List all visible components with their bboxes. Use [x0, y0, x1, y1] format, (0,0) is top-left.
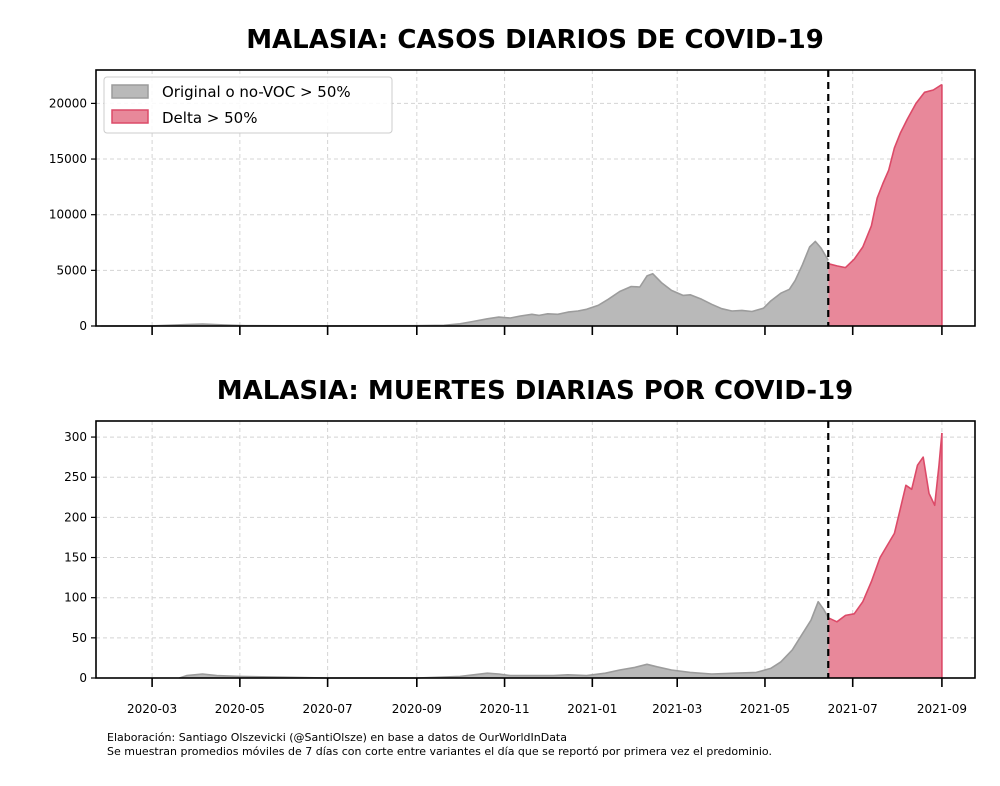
deaths-ytick-label: 200	[64, 510, 87, 524]
deaths-line-delta	[827, 432, 943, 623]
methodology-note: Se muestran promedios móviles de 7 días …	[107, 745, 772, 758]
legend-swatch-original	[111, 84, 149, 99]
cases-area-original	[100, 241, 829, 326]
legend-box	[103, 76, 393, 134]
cases-area-delta	[828, 84, 942, 326]
deaths-area-original	[179, 601, 829, 678]
cases-plot-frame	[95, 69, 976, 327]
cases-x-axis	[151, 326, 943, 335]
deaths-xtick-label: 2020-07	[303, 702, 353, 716]
deaths-xtick-label: 2020-11	[479, 702, 529, 716]
legend-label-original: Original o no-VOC > 50%	[162, 83, 351, 101]
legend-label-delta: Delta > 50%	[162, 109, 257, 127]
deaths-ytick-label: 150	[64, 551, 87, 565]
deaths-xtick-label: 2020-09	[392, 702, 442, 716]
cases-chart-panel: 0 5000 10000 15000 20000 MALASIA: CASOS DIAR…	[49, 25, 976, 335]
credit-line: Elaboración: Santiago Olszevicki (@Santi…	[107, 731, 567, 744]
deaths-area-delta	[828, 433, 942, 678]
cases-ytick-label: 20000	[49, 96, 87, 110]
deaths-xtick-label: 2021-05	[740, 702, 790, 716]
deaths-xtick-label: 2020-05	[215, 702, 265, 716]
deaths-chart-title: MALASIA: MUERTES DIARIAS POR COVID-19	[217, 376, 854, 406]
deaths-chart-panel: 0 50 100 150 200 250 300 2020-03 2020-05 2020-07…	[64, 376, 976, 716]
deaths-xtick-label: 2021-09	[917, 702, 967, 716]
cases-ytick-label: 5000	[56, 263, 87, 277]
cases-line-delta	[828, 83, 943, 269]
deaths-y-axis: 0 50 100 150 200 250 300	[64, 430, 96, 685]
deaths-xtick-label: 2020-03	[127, 702, 177, 716]
legend: Original o no-VOC > 50% Delta > 50%	[103, 76, 393, 134]
deaths-line-original	[179, 600, 830, 679]
deaths-ytick-label: 50	[72, 631, 87, 645]
deaths-ytick-label: 100	[64, 591, 87, 605]
deaths-xtick-label: 2021-03	[652, 702, 702, 716]
deaths-xtick-label: 2021-01	[567, 702, 617, 716]
cases-areas	[100, 83, 943, 327]
deaths-plot-frame	[95, 420, 976, 679]
legend-swatch-delta	[111, 109, 149, 124]
deaths-xtick-label: 2021-07	[828, 702, 878, 716]
cases-ytick-label: 15000	[49, 152, 87, 166]
cases-y-axis: 0 5000 10000 15000 20000	[49, 96, 96, 333]
deaths-x-axis: 2020-03 2020-05 2020-07 2020-09 2020-11 2021-…	[127, 678, 967, 716]
deaths-ytick-label: 300	[64, 430, 87, 444]
deaths-ytick-label: 250	[64, 470, 87, 484]
cases-chart-title: MALASIA: CASOS DIARIOS DE COVID-19	[246, 25, 824, 55]
cases-ytick-label: 10000	[49, 208, 87, 222]
cases-ytick-label: 0	[79, 319, 87, 333]
deaths-ytick-label: 0	[79, 671, 87, 685]
